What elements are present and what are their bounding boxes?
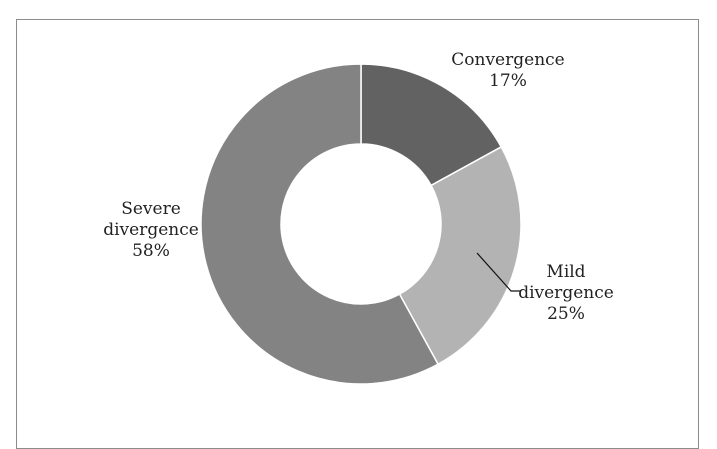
slice-mild-divergence [398,145,522,366]
slice-label-severe-divergence-value: 58% [132,241,170,261]
slice-label-convergence-value: 17% [489,71,527,91]
slice-label-mild-divergence-value: 25% [547,304,585,324]
slice-label-mild-divergence-line1: Mild [546,262,586,282]
slice-label-mild-divergence-line2: divergence [518,283,614,303]
slice-label-severe-divergence-line2: divergence [103,220,199,240]
slice-severe-divergence [200,63,440,385]
leader-line-mild-divergence [476,252,521,292]
slice-label-severe-divergence-line1: Severe [121,199,181,219]
slice-label-convergence: Convergence 17% [451,50,564,92]
donut-chart [200,63,522,385]
slice-convergence [360,63,503,187]
slice-label-convergence-name: Convergence [451,50,565,70]
slice-label-severe-divergence: Severe divergence 58% [103,199,199,262]
slice-label-mild-divergence: Mild divergence 25% [518,262,614,325]
